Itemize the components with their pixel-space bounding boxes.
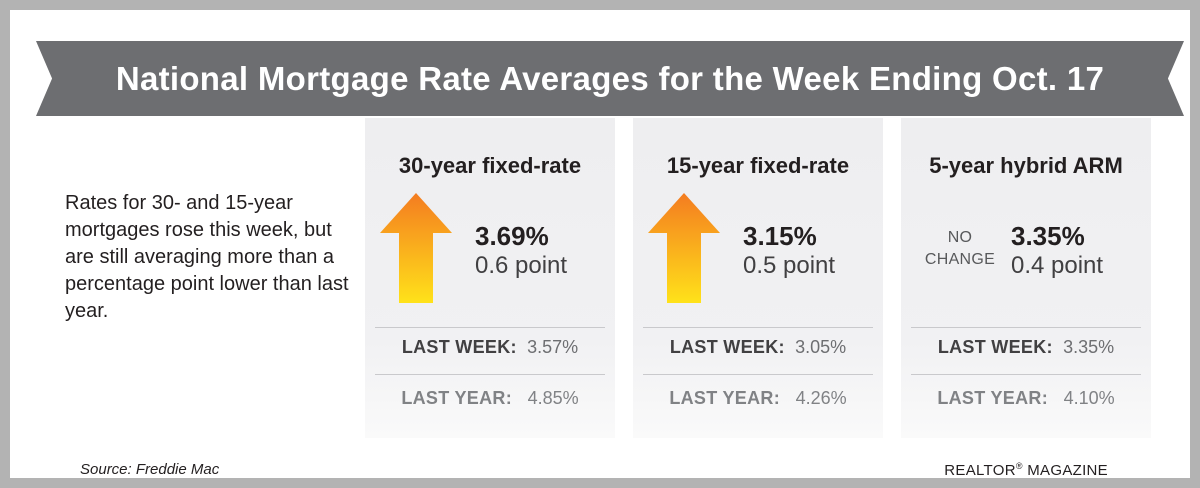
last-week-row: LAST WEEK: 3.35% bbox=[901, 337, 1151, 358]
no-change-line-2: CHANGE bbox=[924, 251, 996, 268]
last-year-value: 4.26% bbox=[795, 388, 847, 408]
card-title: 5-year hybrid ARM bbox=[929, 153, 1123, 178]
divider bbox=[375, 327, 605, 328]
divider bbox=[911, 327, 1141, 328]
last-week-value: 3.57% bbox=[527, 337, 579, 357]
rate-block: 3.35% 0.4 point bbox=[1011, 221, 1103, 281]
rate-block: 3.15% 0.5 point bbox=[743, 221, 835, 281]
last-year-row: LAST YEAR: 4.10% bbox=[901, 388, 1151, 409]
up-arrow-icon bbox=[380, 193, 452, 303]
divider bbox=[643, 327, 873, 328]
last-week-value: 3.35% bbox=[1063, 337, 1115, 357]
divider bbox=[375, 374, 605, 375]
no-change-indicator: NO CHANGE bbox=[915, 227, 1005, 271]
points: 0.4 point bbox=[1011, 252, 1104, 279]
intro-text: Rates for 30- and 15-year mortgages rose… bbox=[65, 192, 349, 322]
card-5-year-arm: 5-year hybrid ARM NO CHANGE 3.35% 0.4 po… bbox=[901, 118, 1151, 438]
divider bbox=[643, 374, 873, 375]
last-year-label: LAST YEAR: bbox=[937, 388, 1059, 408]
title-banner: National Mortgage Rate Averages for the … bbox=[36, 41, 1184, 116]
last-year-value: 4.85% bbox=[527, 388, 579, 408]
rate-block: 3.69% 0.6 point bbox=[475, 221, 567, 281]
current-rate: 3.35% bbox=[1011, 221, 1085, 251]
last-week-label: LAST WEEK: bbox=[401, 337, 523, 357]
card-title: 15-year fixed-rate bbox=[666, 153, 850, 178]
card-15-year: 15-year fixed-rate 3.15% 0.5 point LAST … bbox=[633, 118, 883, 438]
no-change-line-1: NO bbox=[947, 229, 973, 246]
last-year-label: LAST YEAR: bbox=[401, 388, 523, 408]
last-week-row: LAST WEEK: 3.05% bbox=[633, 337, 883, 358]
publisher-suffix: MAGAZINE bbox=[1022, 462, 1108, 479]
source-credit: Source: Freddie Mac bbox=[80, 461, 220, 478]
last-year-row: LAST YEAR: 4.85% bbox=[365, 388, 615, 409]
current-rate: 3.15% bbox=[743, 221, 817, 251]
card-30-year: 30-year fixed-rate 3.69% 0.6 point LAST … bbox=[365, 118, 615, 438]
registered-mark: ® bbox=[1015, 461, 1023, 471]
last-week-label: LAST WEEK: bbox=[937, 337, 1059, 357]
publisher-name: REALTOR bbox=[944, 462, 1016, 479]
card-title: 30-year fixed-rate bbox=[398, 153, 582, 178]
last-week-value: 3.05% bbox=[795, 337, 847, 357]
last-year-label: LAST YEAR: bbox=[669, 388, 791, 408]
points: 0.6 point bbox=[475, 252, 568, 279]
divider bbox=[911, 374, 1141, 375]
page-title: National Mortgage Rate Averages for the … bbox=[115, 59, 1105, 97]
last-year-value: 4.10% bbox=[1063, 388, 1115, 408]
publisher-credit: REALTOR® MAGAZINE bbox=[944, 461, 1108, 479]
current-rate: 3.69% bbox=[475, 221, 549, 251]
up-arrow-icon bbox=[648, 193, 720, 303]
points: 0.5 point bbox=[743, 252, 836, 279]
last-week-row: LAST WEEK: 3.57% bbox=[365, 337, 615, 358]
last-year-row: LAST YEAR: 4.26% bbox=[633, 388, 883, 409]
last-week-label: LAST WEEK: bbox=[669, 337, 791, 357]
